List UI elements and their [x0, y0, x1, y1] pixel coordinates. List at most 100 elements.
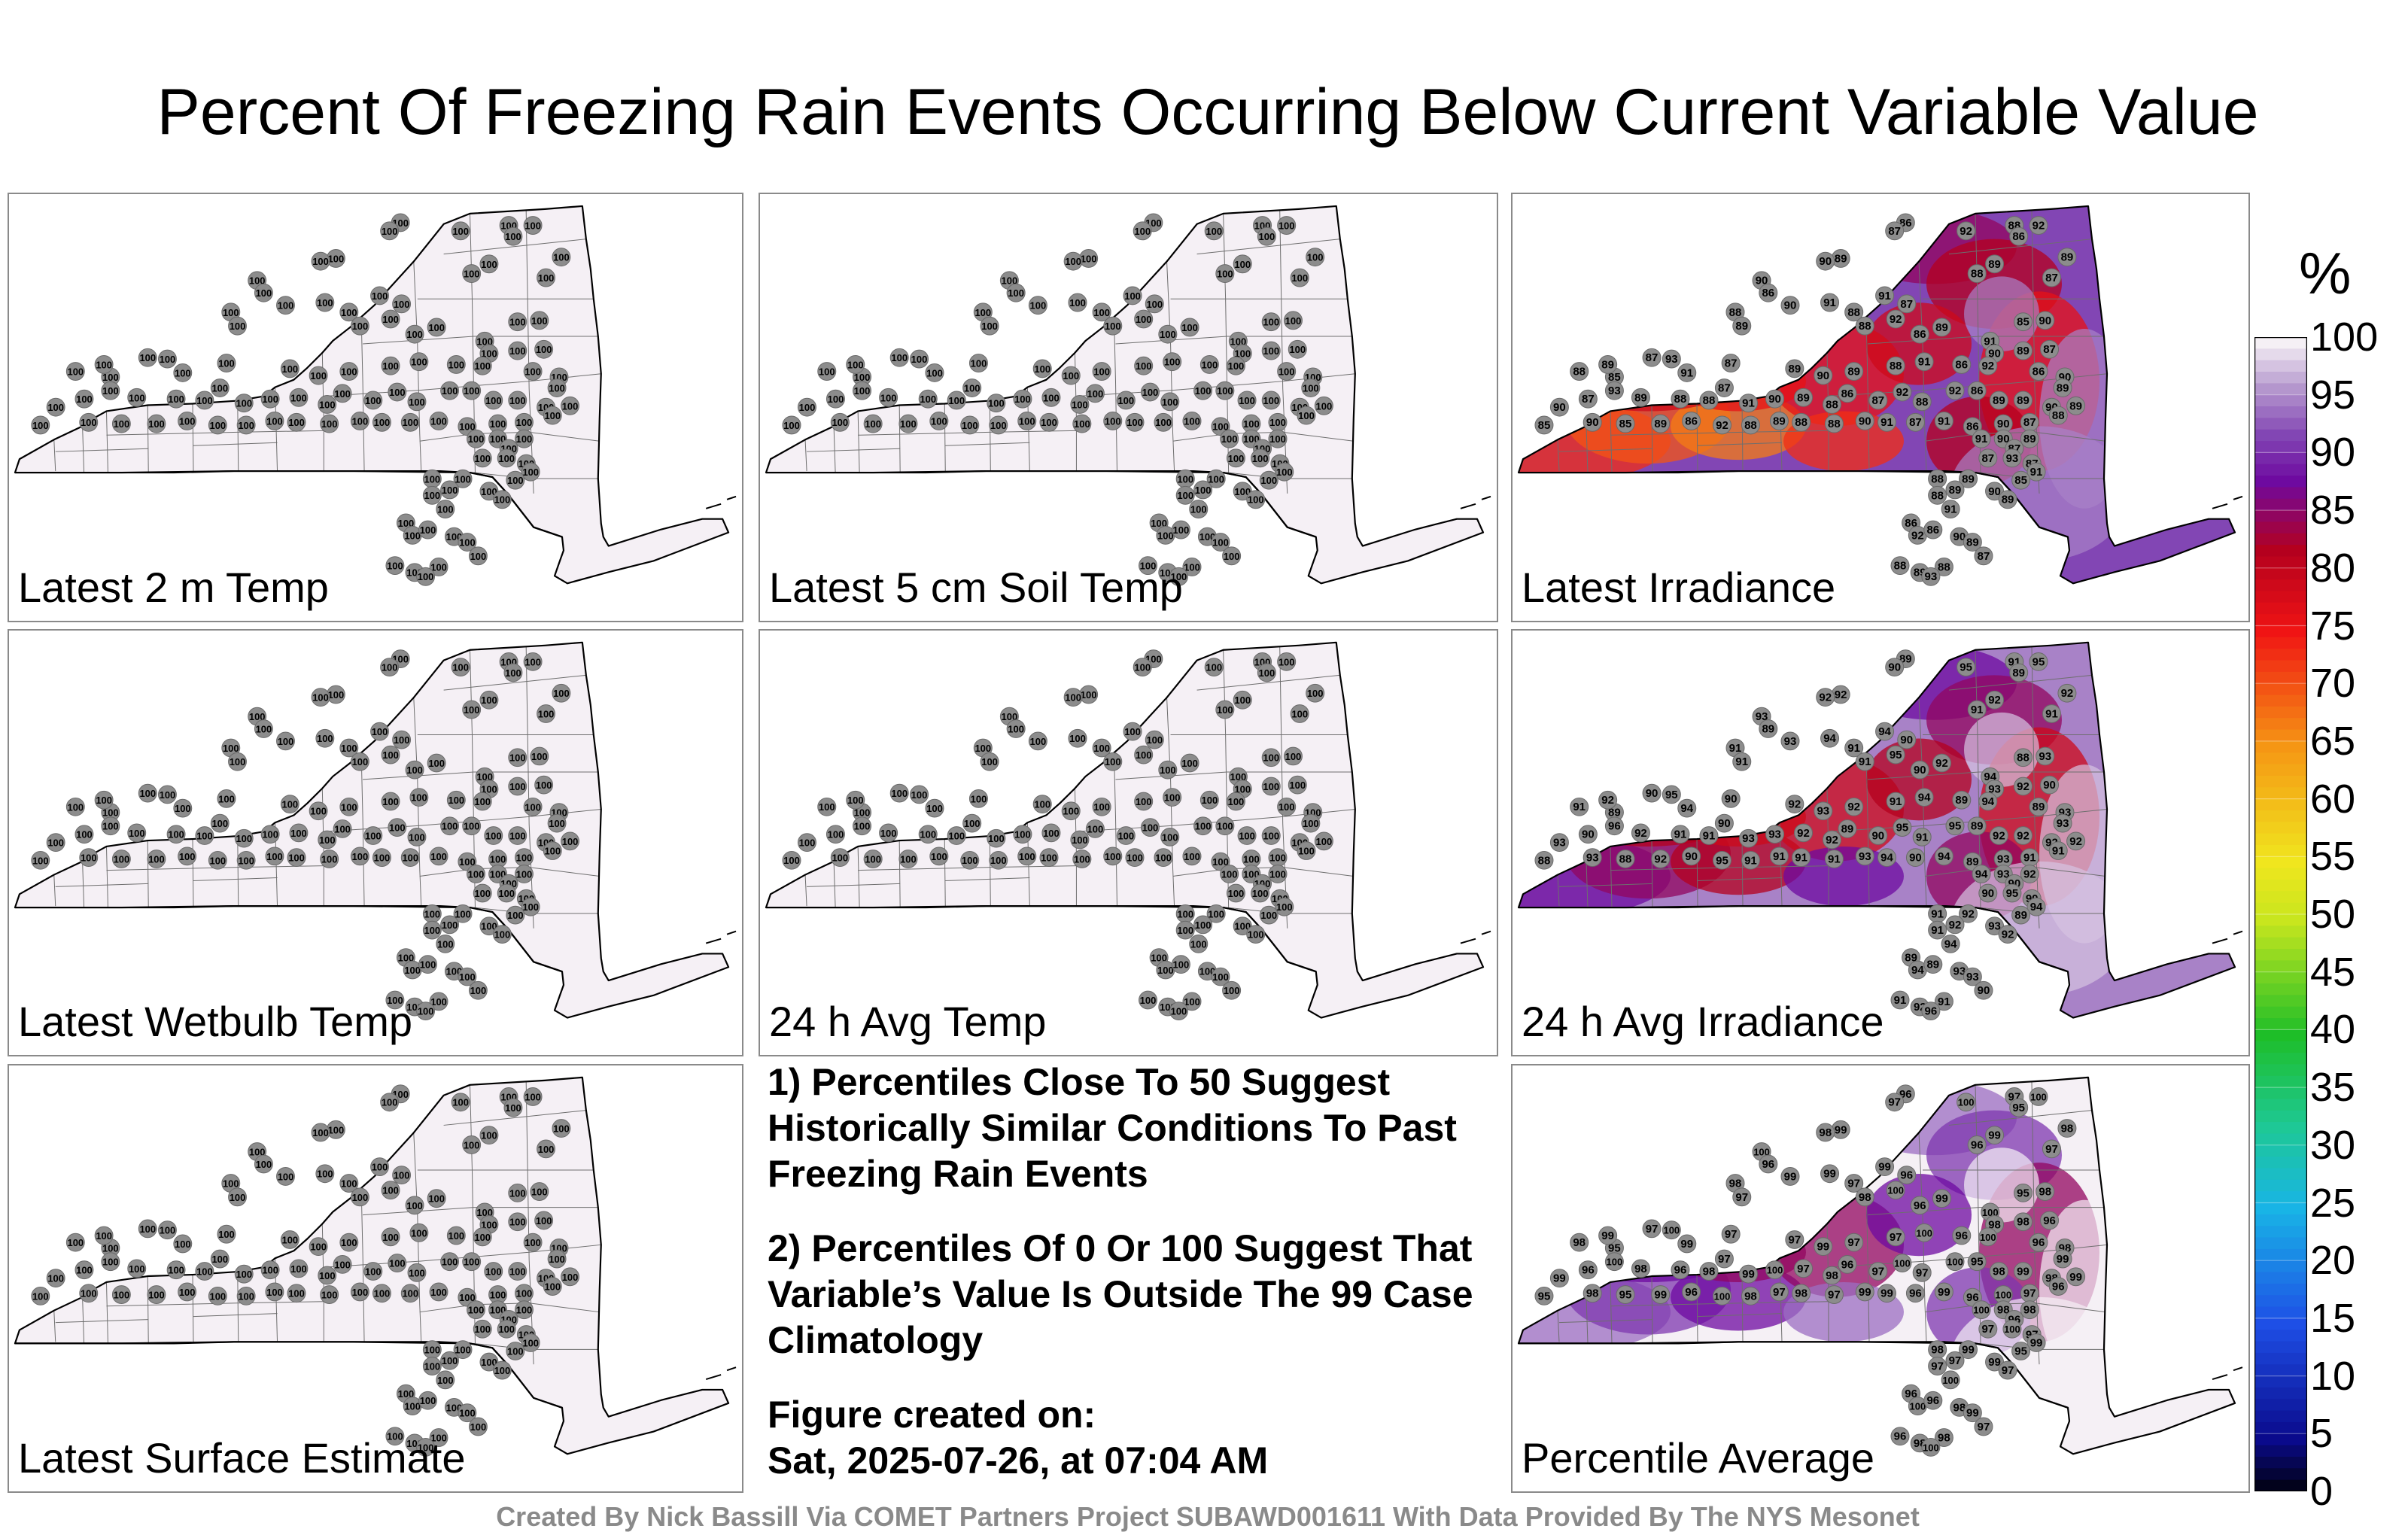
station-marker: 100 — [236, 1286, 256, 1306]
svg-text:98: 98 — [1931, 1344, 1944, 1357]
shore-mark — [2212, 495, 2243, 509]
station-marker: 99 — [1651, 1285, 1671, 1304]
svg-text:86: 86 — [1905, 517, 1917, 530]
svg-text:100: 100 — [1105, 321, 1121, 332]
station-marker: 100 — [1123, 286, 1142, 305]
colorbar-segment — [2254, 1445, 2307, 1457]
station-marker: 100 — [1233, 482, 1252, 501]
station-marker: 100 — [458, 1403, 477, 1423]
svg-text:96: 96 — [1925, 1005, 1938, 1018]
station-marker: 100 — [1092, 738, 1111, 758]
station-marker: 100 — [508, 341, 528, 360]
state-border — [14, 905, 563, 973]
svg-text:100: 100 — [334, 1259, 351, 1270]
svg-text:100: 100 — [196, 395, 213, 406]
station-marker: 85 — [1534, 415, 1554, 435]
svg-text:91: 91 — [1729, 742, 1742, 755]
svg-text:86: 86 — [1914, 328, 1926, 341]
colorbar-segment — [2254, 995, 2307, 1008]
station-marker: 100 — [846, 354, 865, 374]
station-marker: 100 — [1139, 990, 1158, 1010]
colorbar-segment — [2254, 798, 2307, 811]
svg-text:100: 100 — [266, 1287, 283, 1298]
station-marker: 91 — [1934, 412, 1953, 430]
station-marker: 100 — [521, 897, 540, 916]
station-marker: 100 — [462, 700, 482, 719]
svg-text:100: 100 — [509, 345, 526, 357]
station-marker: 88 — [1741, 415, 1760, 435]
station-marker: 100 — [479, 482, 499, 501]
colorbar-segment — [2254, 1168, 2307, 1181]
svg-text:100: 100 — [319, 1270, 336, 1281]
station-marker: 100 — [418, 955, 437, 974]
svg-text:100: 100 — [1173, 524, 1190, 536]
station-marker: 100 — [74, 825, 94, 844]
state-border — [1519, 1341, 2069, 1409]
svg-text:89: 89 — [1962, 473, 1975, 485]
station-marker: 87 — [1578, 389, 1598, 409]
svg-text:100: 100 — [1217, 704, 1233, 716]
svg-text:99: 99 — [2030, 1337, 2043, 1350]
svg-text:100: 100 — [1126, 417, 1143, 428]
station-marker: 100 — [1169, 567, 1188, 586]
county-line — [193, 877, 278, 881]
svg-text:99: 99 — [2057, 1253, 2069, 1266]
station-marker: 100 — [1215, 816, 1235, 836]
station-marker: 100 — [1972, 1300, 1991, 1320]
station-marker: 100 — [1921, 1437, 1941, 1457]
station-marker: 100 — [508, 1183, 528, 1202]
svg-text:90: 90 — [1953, 530, 1966, 543]
svg-text:100: 100 — [880, 392, 897, 403]
station-marker: 95 — [1893, 818, 1912, 837]
svg-text:100: 100 — [282, 1234, 299, 1245]
station-marker: 90 — [1855, 412, 1874, 430]
station-marker: 100 — [380, 658, 400, 676]
svg-text:92: 92 — [2002, 929, 2014, 941]
svg-text:100: 100 — [236, 833, 252, 844]
colorbar-tick-label: 25 — [2310, 1180, 2356, 1226]
svg-text:94: 94 — [1880, 852, 1893, 865]
svg-text:100: 100 — [452, 226, 469, 237]
station-marker: 91 — [1739, 394, 1759, 413]
svg-text:100: 100 — [168, 394, 184, 405]
colorbar-segment — [2254, 372, 2307, 385]
svg-text:100: 100 — [1753, 1147, 1770, 1158]
station-marker: 86 — [1967, 381, 1987, 400]
station-marker: 100 — [1182, 412, 1202, 430]
svg-text:100: 100 — [442, 1257, 458, 1268]
colorbar-tick-label: 40 — [2310, 1007, 2356, 1053]
county-line — [1558, 1319, 1653, 1324]
station-marker: 100 — [1085, 819, 1105, 838]
station-marker: 100 — [228, 1187, 247, 1207]
station-marker: 100 — [980, 752, 999, 771]
svg-text:95: 95 — [1890, 749, 1902, 761]
svg-text:100: 100 — [382, 1232, 399, 1243]
svg-text:88: 88 — [1931, 489, 1944, 502]
svg-text:100: 100 — [1155, 853, 1172, 864]
svg-text:100: 100 — [911, 789, 928, 801]
station-marker: 100 — [1163, 352, 1182, 372]
county-line — [807, 448, 901, 452]
station-marker: 93 — [1855, 847, 1874, 866]
station-marker: 100 — [74, 389, 94, 409]
station-marker: 100 — [289, 823, 309, 843]
county-line — [237, 1272, 239, 1342]
svg-text:100: 100 — [1252, 453, 1269, 464]
station-marker: 100 — [1301, 813, 1321, 833]
station-marker: 90 — [1721, 789, 1741, 808]
svg-text:92: 92 — [1988, 694, 2001, 707]
station-marker: 97 — [2020, 1284, 2039, 1303]
station-marker: 88 — [1844, 302, 1864, 322]
svg-text:100: 100 — [278, 736, 294, 747]
station-marker: 94 — [1972, 865, 1991, 883]
svg-text:100: 100 — [382, 749, 399, 761]
shading-blob — [1964, 712, 2039, 787]
svg-text:100: 100 — [1248, 494, 1264, 506]
svg-text:91: 91 — [1773, 850, 1786, 863]
svg-text:92: 92 — [1826, 834, 1838, 847]
map-panel-latest-5cm-soil-temp: 100 100 100 100 100 100 100 100 100 100 100 100 100 1… — [759, 193, 1498, 622]
svg-text:100: 100 — [238, 1290, 254, 1302]
svg-text:100: 100 — [468, 869, 485, 880]
svg-text:100: 100 — [1208, 908, 1224, 919]
county-line — [237, 400, 239, 472]
